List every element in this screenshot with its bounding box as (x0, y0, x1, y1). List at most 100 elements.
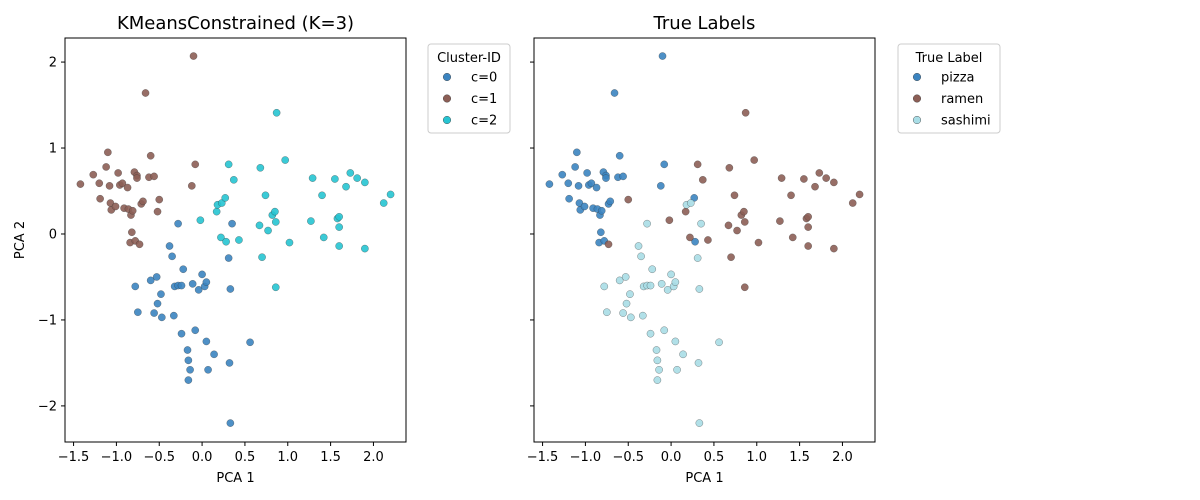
data-point (212, 207, 221, 216)
data-point (800, 175, 808, 183)
data-point (686, 199, 695, 207)
legend-marker (913, 72, 922, 81)
data-point (335, 242, 343, 250)
data-point (177, 329, 186, 338)
data-point (733, 226, 741, 235)
data-point (754, 238, 763, 247)
data-point (657, 182, 665, 190)
x-axis-label: PCA 1 (685, 471, 723, 486)
data-point (202, 337, 211, 346)
data-point (724, 221, 733, 230)
data-point (152, 273, 161, 281)
data-point (660, 326, 669, 335)
data-point (318, 191, 326, 200)
data-point (545, 180, 554, 188)
data-point (583, 169, 591, 177)
data-point (128, 206, 137, 215)
data-point (158, 313, 166, 322)
data-point (104, 148, 112, 157)
data-point (648, 265, 657, 274)
data-point (686, 233, 694, 242)
data-point (627, 313, 635, 322)
data-point (621, 273, 630, 281)
legend-label: c=2 (471, 114, 497, 129)
x-tick-label: 1.5 (320, 450, 341, 465)
data-point (697, 219, 705, 228)
data-point (155, 195, 164, 204)
data-point (174, 219, 182, 228)
data-point (96, 194, 104, 203)
legend: Cluster-ID c=0 c=1 c=2 (427, 43, 511, 134)
legend-label: pizza (941, 71, 974, 86)
data-point (691, 237, 699, 246)
data-point (626, 290, 634, 298)
subplot-1: KMeansConstrained (K=3) −1.5 −1.0 −0.5 0.0 0.… (13, 13, 511, 486)
data-point (673, 365, 681, 374)
x-tick-label: 1.0 (746, 450, 767, 465)
data-point (750, 156, 758, 164)
data-point (646, 281, 655, 290)
scatter-points (545, 52, 864, 427)
y-tick-label: −2 (38, 399, 57, 414)
data-point (615, 276, 624, 285)
data-point (191, 160, 200, 169)
data-point (272, 108, 281, 117)
data-point (615, 151, 624, 160)
data-point (655, 365, 663, 374)
data-point (308, 174, 317, 182)
data-point (168, 252, 176, 261)
data-point (89, 170, 98, 179)
data-point (271, 283, 280, 292)
data-point (740, 218, 749, 226)
x-tick-label: 0.5 (235, 450, 256, 465)
subplot-2: True Labels −1.5 −1.0 −0.5 0.0 0.5 1.0 1.5 2.0 PC… (527, 13, 1001, 486)
legend-label: sashimi (941, 114, 991, 129)
legend-box (897, 43, 1001, 134)
data-point (571, 163, 579, 171)
data-point (695, 419, 704, 427)
data-point (573, 148, 581, 157)
data-point (183, 346, 192, 354)
legend-title: Cluster-ID (437, 51, 501, 66)
data-point (653, 356, 662, 365)
legend-title: True Label (915, 51, 983, 66)
x-tick-label: −0.5 (143, 450, 175, 465)
x-tick-label: 0.5 (704, 450, 725, 465)
data-point (204, 365, 212, 374)
x-tick-label: 0.0 (661, 450, 682, 465)
data-point (217, 233, 225, 242)
data-point (189, 52, 198, 60)
data-point (740, 283, 749, 292)
data-point (663, 286, 672, 294)
data-point (135, 240, 144, 249)
data-point (804, 212, 812, 221)
data-point (153, 299, 162, 308)
data-point (95, 179, 104, 188)
plot-frame (64, 37, 407, 443)
x-tick-label: −1.0 (101, 450, 133, 465)
data-point (652, 346, 661, 354)
data-point (558, 170, 567, 179)
legend-marker (443, 115, 452, 124)
data-point (256, 163, 265, 172)
data-point (179, 265, 188, 274)
data-point (693, 254, 702, 262)
y-axis-label: PCA 2 (13, 221, 28, 259)
data-point (741, 108, 750, 117)
legend-marker (913, 94, 922, 103)
data-point (653, 376, 662, 384)
data-point (606, 197, 615, 206)
data-point (610, 89, 619, 97)
data-point (667, 270, 675, 279)
data-point (587, 179, 596, 188)
data-point (693, 160, 702, 169)
data-point (331, 175, 339, 183)
data-point (681, 207, 690, 216)
x-tick-label: 1.5 (789, 450, 810, 465)
y-tick-label: 0 (49, 227, 57, 242)
x-tick-label: −1.5 (58, 450, 90, 465)
data-point (603, 308, 611, 317)
data-point (196, 216, 205, 225)
legend-label: ramen (941, 92, 983, 107)
data-point (307, 217, 315, 225)
